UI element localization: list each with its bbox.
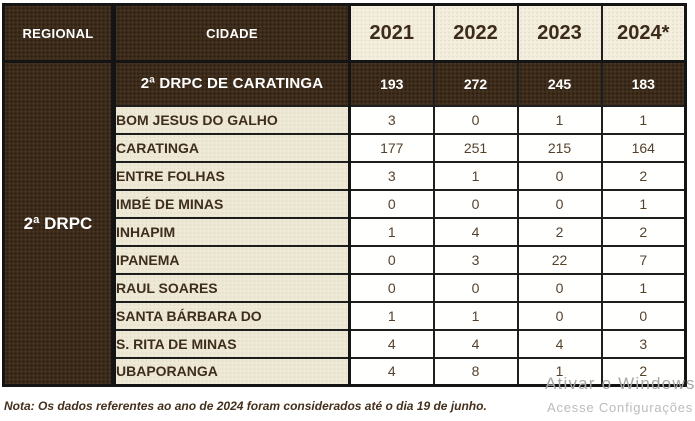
value-cell: 0 (516, 300, 603, 331)
header-year-2023: 2023 (516, 3, 603, 63)
value-cell: 3 (348, 160, 435, 191)
regional-cell: 2ª DRPC (2, 60, 116, 387)
city-cell: CARATINGA (112, 132, 351, 163)
value-cell: 1 (348, 300, 435, 331)
city-cell: INHAPIM (112, 216, 351, 247)
table-row: ENTRE FOLHAS 3 1 0 2 (4, 160, 687, 191)
value-cell: 1 (348, 216, 435, 247)
value-cell: 215 (516, 132, 603, 163)
header-year-2022: 2022 (432, 3, 519, 63)
value-cell: 0 (516, 188, 603, 219)
value-cell: 0 (432, 104, 519, 135)
value-cell: 1 (516, 356, 603, 387)
value-cell: 22 (516, 244, 603, 275)
summary-value-2022: 272 (432, 60, 519, 107)
value-cell: 0 (432, 188, 519, 219)
city-cell: IPANEMA (112, 244, 351, 275)
table-row: BOM JESUS DO GALHO 3 0 1 1 (4, 104, 687, 135)
header-regional: REGIONAL (2, 3, 116, 63)
value-cell: 4 (432, 328, 519, 359)
city-cell: UBAPORANGA (112, 356, 351, 387)
value-cell: 1 (432, 300, 519, 331)
windows-activation-watermark-line2: Acesse Configurações (547, 400, 694, 415)
value-cell: 3 (432, 244, 519, 275)
value-cell: 0 (348, 244, 435, 275)
summary-value-2024: 183 (600, 60, 687, 107)
table-row: INHAPIM 1 4 2 2 (4, 216, 687, 247)
value-cell: 8 (432, 356, 519, 387)
value-cell: 0 (516, 272, 603, 303)
summary-value-2021: 193 (348, 60, 435, 107)
value-cell: 7 (600, 244, 687, 275)
city-cell: S. RITA DE MINAS (112, 328, 351, 359)
value-cell: 3 (348, 104, 435, 135)
city-cell: BOM JESUS DO GALHO (112, 104, 351, 135)
value-cell: 1 (600, 272, 687, 303)
statistics-table-wrapper: REGIONAL CIDADE 2021 2022 2023 2024* 2ª … (2, 3, 687, 387)
city-cell: ENTRE FOLHAS (112, 160, 351, 191)
value-cell: 2 (516, 216, 603, 247)
value-cell: 2 (600, 160, 687, 191)
value-cell: 251 (432, 132, 519, 163)
value-cell: 177 (348, 132, 435, 163)
table-row: UBAPORANGA 4 8 1 2 (4, 356, 687, 387)
value-cell: 1 (600, 104, 687, 135)
windows-activation-watermark-line1: Ativar o Windows (545, 374, 695, 393)
value-cell: 4 (348, 356, 435, 387)
summary-city-cell: 2ª DRPC DE CARATINGA (112, 60, 351, 107)
city-cell: IMBÉ DE MINAS (112, 188, 351, 219)
value-cell: 2 (600, 216, 687, 247)
value-cell: 2 (600, 356, 687, 387)
value-cell: 0 (516, 160, 603, 191)
value-cell: 0 (600, 300, 687, 331)
header-cidade: CIDADE (112, 3, 351, 63)
table-row: CARATINGA 177 251 215 164 (4, 132, 687, 163)
value-cell: 0 (348, 272, 435, 303)
occurrences-by-city-table: REGIONAL CIDADE 2021 2022 2023 2024* 2ª … (2, 3, 687, 387)
value-cell: 4 (348, 328, 435, 359)
value-cell: 4 (516, 328, 603, 359)
header-year-2021: 2021 (348, 3, 435, 63)
value-cell: 1 (600, 188, 687, 219)
city-cell: SANTA BÁRBARA DO (112, 300, 351, 331)
value-cell: 0 (348, 188, 435, 219)
summary-row: 2ª DRPC 2ª DRPC DE CARATINGA 193 272 245… (2, 60, 687, 387)
table-row: SANTA BÁRBARA DO 1 1 0 0 (4, 300, 687, 331)
value-cell: 3 (600, 328, 687, 359)
table-header-row: REGIONAL CIDADE 2021 2022 2023 2024* (2, 3, 687, 63)
table-row: IPANEMA 0 3 22 7 (4, 244, 687, 275)
table-row: IMBÉ DE MINAS 0 0 0 1 (4, 188, 687, 219)
value-cell: 164 (600, 132, 687, 163)
value-cell: 4 (432, 216, 519, 247)
table-row: RAUL SOARES 0 0 0 1 (4, 272, 687, 303)
city-cell: RAUL SOARES (112, 272, 351, 303)
footnote: Nota: Os dados referentes ao ano de 2024… (4, 399, 487, 413)
value-cell: 0 (432, 272, 519, 303)
header-year-2024: 2024* (600, 3, 687, 63)
summary-value-2023: 245 (516, 60, 603, 107)
value-cell: 1 (432, 160, 519, 191)
table-row: S. RITA DE MINAS 4 4 4 3 (4, 328, 687, 359)
value-cell: 1 (516, 104, 603, 135)
